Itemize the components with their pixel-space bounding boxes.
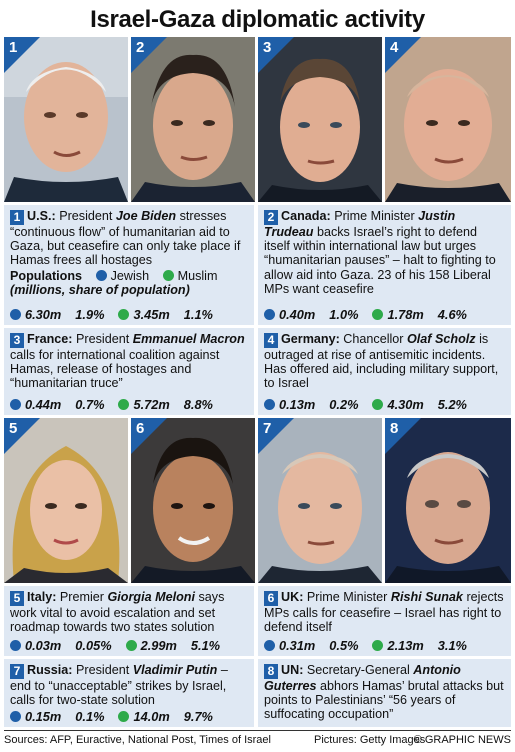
photo-number-badge: 8 <box>385 418 421 454</box>
jewish-dot-icon <box>264 398 275 410</box>
photo-putin <box>258 418 382 583</box>
person-name: Antonio Guterres <box>264 663 461 693</box>
person-name: Rishi Sunak <box>390 590 463 604</box>
population-stats: 6.30m 1.9% 3.45m 1.1% <box>10 307 213 322</box>
sources-text: Sources: AFP, Euractive, National Post, … <box>4 734 271 746</box>
photo-number-badge: 2 <box>131 37 167 73</box>
photo-number-badge: 4 <box>385 37 421 73</box>
panel-number: 2 <box>264 210 278 225</box>
country-label: Germany: <box>281 332 340 346</box>
photo-number-badge: 7 <box>258 418 294 454</box>
panel-number: 1 <box>10 210 24 225</box>
photo-trudeau <box>131 37 255 202</box>
panel-germany: 4 Germany: Chancellor Olaf Scholz is outr… <box>258 328 511 415</box>
panel-number: 8 <box>264 664 278 679</box>
photo-number-badge: 6 <box>131 418 167 454</box>
country-label: Russia: <box>27 663 73 677</box>
population-stats: 0.15m 0.1% 14.0m 9.7% <box>10 709 213 724</box>
country-label: Canada: <box>281 209 331 223</box>
page-title: Israel-Gaza diplomatic activity <box>90 6 425 33</box>
person-name: Emmanuel Macron <box>132 332 245 346</box>
jewish-dot-icon <box>10 639 21 651</box>
populations-label: Populations <box>10 268 83 283</box>
photo-guterres <box>385 418 511 583</box>
photo-sunak <box>131 418 255 583</box>
panel-us: 1 U.S.: President Joe Biden stresses “con… <box>4 205 254 325</box>
panel-number: 7 <box>10 664 24 679</box>
country-label: UN: <box>281 663 304 677</box>
jewish-dot-icon <box>264 639 275 651</box>
jewish-dot-icon <box>95 269 107 281</box>
photo-number-badge: 3 <box>258 37 294 73</box>
country-label: UK: <box>281 590 304 604</box>
country-label: France: <box>27 332 73 346</box>
muslim-dot-icon <box>162 269 174 281</box>
panel-un: 8 UN: Secretary-General Antonio Guterres … <box>258 659 511 727</box>
jewish-dot-icon <box>10 308 21 320</box>
muslim-dot-icon <box>372 639 384 651</box>
panel-number: 6 <box>264 591 278 606</box>
legend-jewish: Jewish <box>110 268 150 283</box>
muslim-dot-icon <box>118 308 130 320</box>
photo-scholz <box>385 37 511 202</box>
population-stats: 0.03m 0.05% 2.99m 5.1% <box>10 638 220 653</box>
photo-meloni <box>4 418 128 583</box>
panel-number: 5 <box>10 591 24 606</box>
muslim-dot-icon <box>125 639 137 651</box>
panel-france: 3 France: President Emmanuel Macron calls… <box>4 328 254 415</box>
photo-biden <box>4 37 128 202</box>
photo-number-badge: 1 <box>4 37 40 73</box>
muslim-dot-icon <box>118 398 130 410</box>
panel-italy: 5 Italy: Premier Giorgia Meloni says work… <box>4 586 254 656</box>
pictures-credit: Pictures: Getty Images <box>314 734 426 746</box>
copyright-credit: © GRAPHIC NEWS <box>413 734 511 746</box>
population-stats: 0.40m 1.0% 1.78m 4.6% <box>264 307 467 322</box>
jewish-dot-icon <box>10 398 21 410</box>
person-name: Justin Trudeau <box>264 209 456 239</box>
jewish-dot-icon <box>10 710 21 722</box>
person-name: Vladimir Putin <box>132 663 218 677</box>
person-name: Joe Biden <box>115 209 177 223</box>
person-name: Olaf Scholz <box>407 332 476 346</box>
population-stats: 0.44m 0.7% 5.72m 8.8% <box>10 397 213 412</box>
country-label: Italy: <box>27 590 57 604</box>
legend-muslim: Muslim <box>177 268 218 283</box>
panel-number: 3 <box>10 333 24 348</box>
panel-uk: 6 UK: Prime Minister Rishi Sunak rejects … <box>258 586 511 656</box>
person-name: Giorgia Meloni <box>107 590 195 604</box>
population-stats: 0.13m 0.2% 4.30m 5.2% <box>264 397 467 412</box>
muslim-dot-icon <box>372 308 384 320</box>
muslim-dot-icon <box>118 710 130 722</box>
country-label: U.S.: <box>27 209 56 223</box>
population-stats: 0.31m 0.5% 2.13m 3.1% <box>264 638 467 653</box>
panel-number: 4 <box>264 333 278 348</box>
population-note: (millions, share of population) <box>10 282 190 297</box>
muslim-dot-icon <box>372 398 384 410</box>
photo-number-badge: 5 <box>4 418 40 454</box>
panel-russia: 7 Russia: President Vladimir Putin – end … <box>4 659 254 727</box>
photo-macron <box>258 37 382 202</box>
jewish-dot-icon <box>264 308 275 320</box>
footer-divider <box>4 730 511 731</box>
panel-canada: 2 Canada: Prime Minister Justin Trudeau b… <box>258 205 511 325</box>
